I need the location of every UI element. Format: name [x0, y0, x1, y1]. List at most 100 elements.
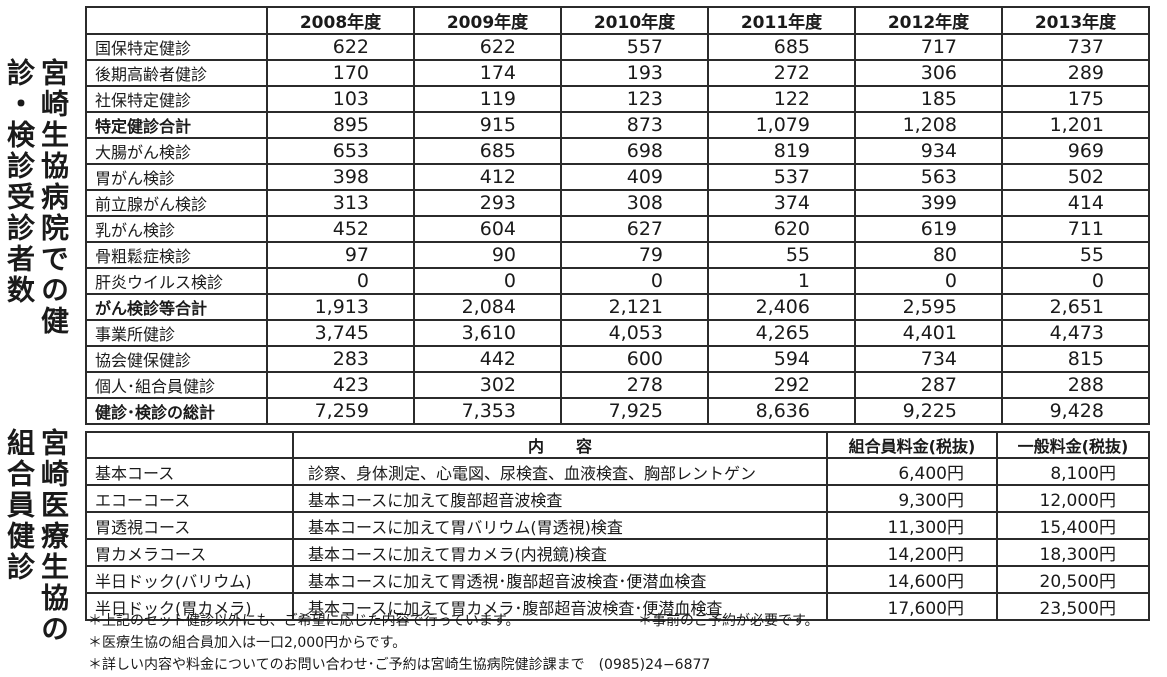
count-cell: 873 [560, 111, 709, 139]
count-cell: 815 [1001, 345, 1150, 373]
count-cell: 2,121 [560, 293, 709, 321]
count-cell: 0 [266, 267, 415, 295]
count-cell: 717 [854, 33, 1003, 61]
table-header-row: 内 容 組合員料金(税抜) 一般料金(税抜) [85, 431, 1150, 459]
count-cell: 97 [266, 241, 415, 269]
course-name: 基本コース [85, 457, 294, 486]
table-row: 胃透視コース 基本コースに加えて胃バリウム(胃透視)検査 11,300円 15,400… [85, 511, 1150, 540]
year-header: 2009年度 [413, 6, 562, 35]
count-cell: 934 [854, 137, 1003, 165]
course-name: 半日ドック(胃カメラ) [85, 592, 294, 621]
row-label: 後期高齢者健診 [85, 59, 268, 87]
count-cell: 502 [1001, 163, 1150, 191]
count-cell: 55 [1001, 241, 1150, 269]
count-cell: 594 [707, 345, 856, 373]
count-cell: 0 [413, 267, 562, 295]
year-header: 2010年度 [560, 6, 709, 35]
course-name: 半日ドック(バリウム) [85, 565, 294, 594]
year-header: 2012年度 [854, 6, 1003, 35]
course-content: 基本コースに加えて腹部超音波検査 [292, 484, 828, 513]
general-price: 18,300円 [996, 538, 1150, 567]
count-cell: 685 [413, 137, 562, 165]
count-cell: 1,208 [854, 111, 1003, 139]
count-cell: 2,406 [707, 293, 856, 321]
general-price: 23,500円 [996, 592, 1150, 621]
count-cell: 292 [707, 371, 856, 399]
member-price: 6,400円 [826, 457, 998, 486]
count-cell: 308 [560, 189, 709, 217]
row-label: 前立腺がん検診 [85, 189, 268, 217]
count-cell: 306 [854, 59, 1003, 87]
count-cell: 737 [1001, 33, 1150, 61]
count-cell: 620 [707, 215, 856, 243]
member-price: 17,600円 [826, 592, 998, 621]
count-cell: 119 [413, 85, 562, 113]
count-cell: 4,473 [1001, 319, 1150, 347]
count-cell: 2,084 [413, 293, 562, 321]
general-price: 15,400円 [996, 511, 1150, 540]
table-row: 事業所健診 3,745 3,610 4,053 4,265 4,401 4,473 [85, 319, 1150, 347]
count-cell: 0 [560, 267, 709, 295]
row-label: 協会健保健診 [85, 345, 268, 373]
count-cell: 563 [854, 163, 1003, 191]
count-cell: 293 [413, 189, 562, 217]
count-cell: 103 [266, 85, 415, 113]
member-checkup-title: 宮崎医療生協の組合員健診 [3, 428, 70, 645]
header-item-label [85, 6, 268, 35]
count-cell: 283 [266, 345, 415, 373]
count-cell: 557 [560, 33, 709, 61]
count-cell: 170 [266, 59, 415, 87]
table-row: 社保特定健診 103 119 123 122 185 175 [85, 85, 1150, 113]
count-cell: 600 [560, 345, 709, 373]
count-cell: 685 [707, 33, 856, 61]
count-cell: 0 [1001, 267, 1150, 295]
count-cell: 409 [560, 163, 709, 191]
count-cell: 627 [560, 215, 709, 243]
count-cell: 399 [854, 189, 1003, 217]
count-cell: 653 [266, 137, 415, 165]
count-cell: 80 [854, 241, 1003, 269]
header-member-price: 組合員料金(税抜) [826, 431, 998, 459]
year-header: 2008年度 [266, 6, 415, 35]
table-row: 胃がん検診 398 412 409 537 563 502 [85, 163, 1150, 191]
count-cell: 7,353 [413, 397, 562, 425]
row-label: 国保特定健診 [85, 33, 268, 61]
course-content: 基本コースに加えて胃カメラ(内視鏡)検査 [292, 538, 828, 567]
count-cell: 622 [266, 33, 415, 61]
general-price: 20,500円 [996, 565, 1150, 594]
count-cell: 9,428 [1001, 397, 1150, 425]
header-general-price: 一般料金(税抜) [996, 431, 1150, 459]
row-label: 特定健診合計 [85, 111, 268, 139]
course-content: 診察、身体測定、心電図、尿検査、血液検査、胸部レントゲン [292, 457, 828, 486]
table-row: 後期高齢者健診 170 174 193 272 306 289 [85, 59, 1150, 87]
count-cell: 4,053 [560, 319, 709, 347]
count-cell: 915 [413, 111, 562, 139]
count-cell: 278 [560, 371, 709, 399]
count-cell: 412 [413, 163, 562, 191]
table-row: 胃カメラコース 基本コースに加えて胃カメラ(内視鏡)検査 14,200円 18,300… [85, 538, 1150, 567]
count-cell: 7,259 [266, 397, 415, 425]
count-cell: 969 [1001, 137, 1150, 165]
table-row: 乳がん検診 452 604 627 620 619 711 [85, 215, 1150, 243]
count-cell: 302 [413, 371, 562, 399]
table-row: 大腸がん検診 653 685 698 819 934 969 [85, 137, 1150, 165]
table-row: エコーコース 基本コースに加えて腹部超音波検査 9,300円 12,000円 [85, 484, 1150, 513]
count-cell: 7,925 [560, 397, 709, 425]
count-cell: 711 [1001, 215, 1150, 243]
count-cell: 79 [560, 241, 709, 269]
table-row: 前立腺がん検診 313 293 308 374 399 414 [85, 189, 1150, 217]
count-cell: 174 [413, 59, 562, 87]
row-label: 個人･組合員健診 [85, 371, 268, 399]
row-label: 大腸がん検診 [85, 137, 268, 165]
count-cell: 819 [707, 137, 856, 165]
count-cell: 4,401 [854, 319, 1003, 347]
row-label: がん検診等合計 [85, 293, 268, 321]
count-cell: 734 [854, 345, 1003, 373]
general-price: 8,100円 [996, 457, 1150, 486]
count-cell: 895 [266, 111, 415, 139]
count-cell: 313 [266, 189, 415, 217]
count-cell: 1 [707, 267, 856, 295]
count-cell: 698 [560, 137, 709, 165]
row-label: 骨粗鬆症検診 [85, 241, 268, 269]
count-cell: 604 [413, 215, 562, 243]
